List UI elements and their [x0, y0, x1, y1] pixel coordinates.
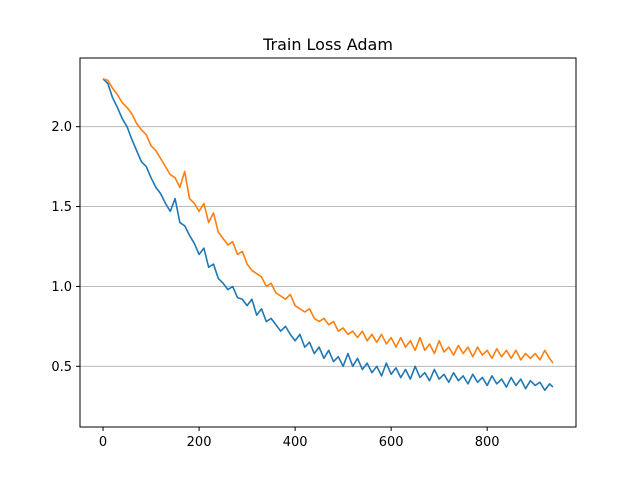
x-tick-label: 400 [283, 435, 308, 450]
x-tick-label: 200 [187, 435, 212, 450]
y-tick-label: 2.0 [51, 120, 72, 135]
grid-lines [80, 126, 576, 367]
x-tick-label: 800 [475, 435, 500, 450]
chart-title: Train Loss Adam [262, 35, 393, 54]
tick-layer: 0.5 1.0 1.5 2.0 0 200 400 600 800 [51, 120, 499, 450]
series-line-2 [102, 78, 554, 364]
y-tick-label: 0.5 [51, 360, 72, 375]
y-tick-label: 1.5 [51, 200, 72, 215]
plot-frame [79, 57, 577, 428]
series-line-1 [102, 78, 554, 392]
y-tick-label: 1.0 [51, 280, 72, 295]
series-layer [102, 78, 554, 392]
x-tick-label: 0 [99, 435, 107, 450]
x-tick-label: 600 [379, 435, 404, 450]
